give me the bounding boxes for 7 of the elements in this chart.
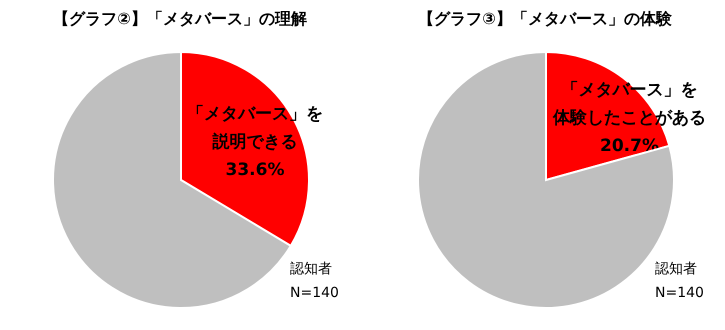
chart-title: 【グラフ③】「メタバース」の体験	[418, 9, 673, 28]
chart-title: 【グラフ②】「メタバース」の理解	[53, 9, 307, 28]
text: 認知者 N=140	[655, 261, 704, 301]
text: 認知者 N=140	[290, 261, 339, 301]
data-label: 20.7%	[600, 136, 659, 156]
slice-label: 「メタバース」を説明できる	[187, 104, 323, 152]
data-label: 33.6%	[226, 160, 284, 180]
